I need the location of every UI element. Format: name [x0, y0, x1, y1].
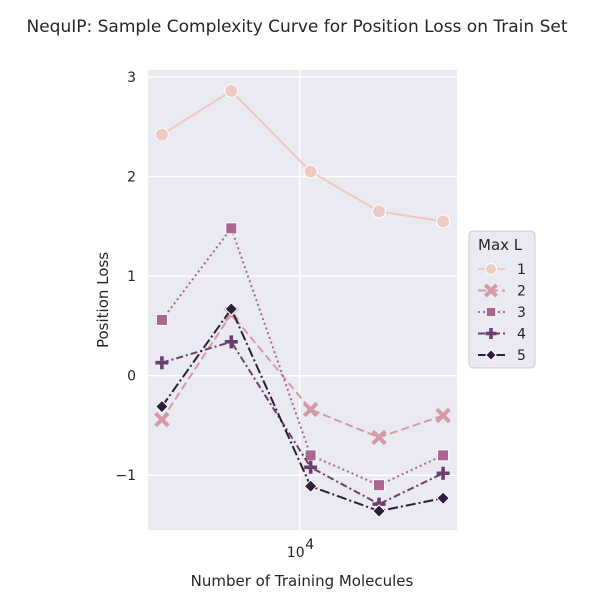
data-point-5	[303, 479, 318, 494]
data-point-2	[154, 411, 170, 428]
data-point-1	[436, 214, 451, 229]
legend-marker-2	[484, 283, 498, 298]
y-axis-label: Position Loss	[94, 252, 112, 348]
data-point-4	[155, 356, 169, 370]
data-point-3	[304, 449, 317, 462]
data-point-1	[224, 83, 239, 98]
data-point-5	[224, 302, 239, 316]
y-tick-labels: −1 0 1 2 3	[115, 70, 136, 484]
data-point-4	[304, 460, 318, 474]
data-point-1	[372, 204, 387, 219]
legend-label-5: 5	[517, 348, 526, 364]
legend-label-3: 3	[517, 305, 526, 321]
legend-marker-3	[485, 306, 497, 318]
y-tick-label: 2	[127, 170, 136, 186]
data-point-3	[225, 222, 238, 235]
data-point-5	[372, 504, 386, 518]
grid-lines	[148, 70, 457, 530]
legend-title: Max L	[478, 236, 523, 254]
y-tick-label: 0	[127, 369, 136, 385]
legend-label-2: 2	[517, 284, 526, 300]
data-point-1	[303, 164, 318, 179]
data-point-5	[436, 491, 450, 506]
data-point-4	[436, 466, 450, 480]
data-point-2	[371, 429, 387, 446]
y-tick-label: 1	[127, 269, 136, 285]
x-axis-label: Number of Training Molecules	[191, 572, 414, 590]
legend-marker-4	[485, 328, 497, 339]
legend-marker-5	[485, 349, 497, 361]
data-point-3	[155, 313, 168, 326]
legend-label-1: 1	[517, 262, 526, 278]
chart-title: NequIP: Sample Complexity Curve for Posi…	[26, 17, 567, 37]
data-point-4	[224, 335, 238, 349]
data-point-3	[373, 479, 386, 492]
x-tick-label: 10	[287, 545, 305, 561]
x-tick-labels: 10 4	[287, 537, 314, 561]
data-point-2	[435, 407, 451, 424]
legend-label-4: 4	[517, 327, 526, 343]
legend: Max L 1 2 3 4 5	[468, 230, 536, 369]
data-point-3	[437, 449, 450, 462]
y-tick-label: −1	[115, 468, 136, 484]
legend-marker-1	[485, 263, 497, 275]
data-point-2	[302, 401, 319, 418]
plot-area	[148, 70, 457, 530]
y-tick-label: 3	[127, 70, 136, 86]
data-point-1	[154, 127, 169, 142]
data-point-5	[155, 399, 169, 414]
series-group	[154, 83, 451, 518]
x-tick-exponent: 4	[305, 537, 314, 553]
